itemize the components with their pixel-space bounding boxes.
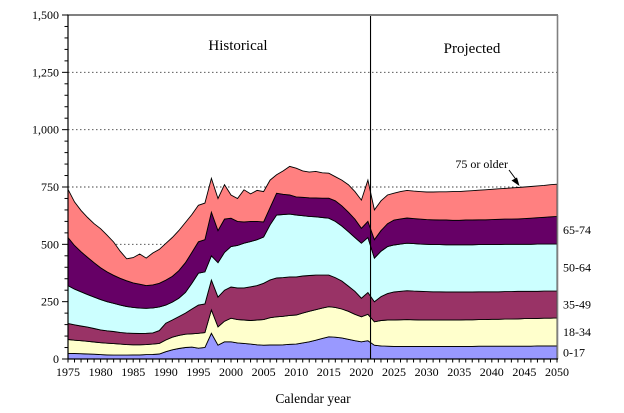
band-label-0-17: 0-17 <box>563 345 585 359</box>
x-axis-tick-label: 2000 <box>219 365 243 379</box>
band-label-65-74: 65-74 <box>563 223 591 237</box>
callout-arrowhead <box>511 177 520 186</box>
x-axis-tick-label: 2010 <box>284 365 308 379</box>
x-axis-tick-label: 2035 <box>447 365 471 379</box>
y-axis-tick-label: 250 <box>41 295 59 309</box>
band-label-35-49: 35-49 <box>563 298 591 312</box>
x-axis-title: Calendar year <box>275 391 351 406</box>
band-label-18-34: 18-34 <box>563 325 591 339</box>
x-axis-tick-label: 2025 <box>382 365 406 379</box>
x-axis-tick-label: 1980 <box>89 365 113 379</box>
y-axis-tick-label: 500 <box>41 237 59 251</box>
y-axis-tick-label: 750 <box>41 180 59 194</box>
x-axis-tick-label: 1975 <box>56 365 80 379</box>
x-axis-tick-label: 2050 <box>545 365 569 379</box>
projected-region-label: Projected <box>443 41 501 57</box>
x-axis-tick-label: 2020 <box>349 365 373 379</box>
x-axis-tick-label: 2015 <box>317 365 341 379</box>
x-axis-tick-label: 2005 <box>252 365 276 379</box>
historical-region-label: Historical <box>208 38 268 54</box>
x-axis-tick-label: 1995 <box>186 365 210 379</box>
x-axis-tick-label: 2040 <box>480 365 504 379</box>
x-axis-tick-label: 1985 <box>121 365 145 379</box>
y-axis-tick-label: 0 <box>53 352 59 366</box>
y-axis-tick-label: 1,250 <box>32 65 59 79</box>
x-axis-tick-label: 2045 <box>512 365 536 379</box>
x-axis-tick-label: 2030 <box>415 365 439 379</box>
x-axis-tick-label: 1990 <box>154 365 178 379</box>
y-axis-tick-label: 1,500 <box>32 8 59 22</box>
y-axis-tick-label: 1,000 <box>32 123 59 137</box>
band-label-50-64: 50-64 <box>563 261 591 275</box>
75-or-older-callout-label: 75 or older <box>455 157 508 171</box>
